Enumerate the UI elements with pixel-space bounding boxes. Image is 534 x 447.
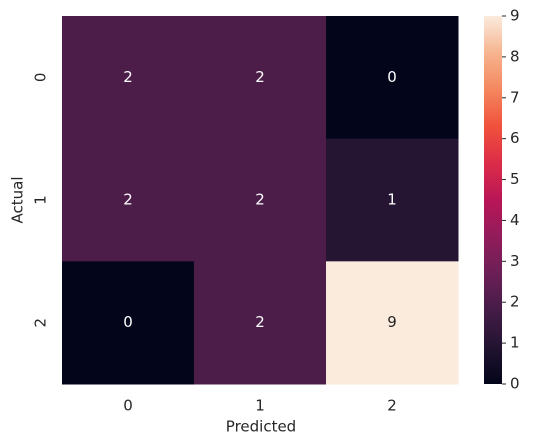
cell-label: 0 [123, 313, 133, 331]
colorbar-tick-label: 2 [510, 293, 520, 311]
x-axis-label: Predicted [226, 418, 296, 436]
heatmap-cell [194, 16, 327, 140]
cell-label: 1 [387, 191, 397, 209]
heatmap-cell [326, 138, 459, 262]
cell-label: 0 [387, 68, 397, 86]
cell-label: 2 [255, 313, 265, 331]
y-axis-label: Actual [9, 177, 27, 224]
colorbar-tick-label: 6 [510, 129, 520, 147]
y-tick-label: 1 [32, 195, 50, 205]
heatmap-cell [326, 261, 459, 385]
colorbar-tick-label: 4 [510, 211, 520, 229]
heatmap-cell [62, 261, 195, 385]
x-tick-label: 0 [123, 397, 133, 415]
colorbar-tick-label: 1 [510, 334, 520, 352]
cell-label: 2 [123, 68, 133, 86]
colorbar-tick-label: 7 [510, 88, 520, 106]
heatmap-cell [326, 16, 459, 140]
cell-label: 2 [255, 191, 265, 209]
colorbar [484, 16, 502, 384]
colorbar-tick-label: 3 [510, 252, 520, 270]
heatmap-cell [194, 261, 327, 385]
colorbar-tick-label: 5 [510, 170, 520, 188]
heatmap-cell [62, 16, 195, 140]
colorbar-tick-label: 9 [510, 7, 520, 25]
heatmap-cell [62, 138, 195, 262]
y-tick-label: 2 [32, 318, 50, 328]
heatmap-cell [194, 138, 327, 262]
cell-label: 2 [255, 68, 265, 86]
colorbar-tick-label: 8 [510, 47, 520, 65]
cell-label: 9 [387, 313, 397, 331]
colorbar-tick-label: 0 [510, 375, 520, 393]
x-tick-label: 1 [255, 397, 265, 415]
cell-label: 2 [123, 191, 133, 209]
x-tick-label: 2 [387, 397, 397, 415]
y-tick-label: 0 [32, 73, 50, 83]
